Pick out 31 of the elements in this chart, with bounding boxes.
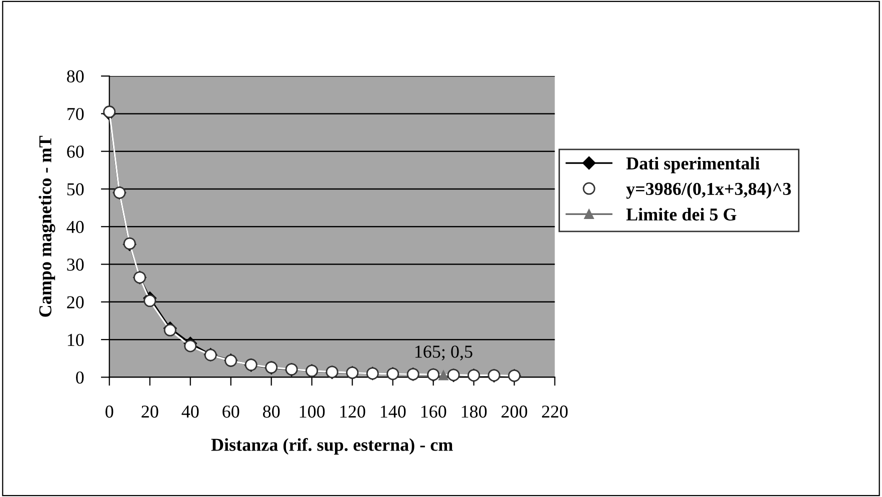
y-tick-label: 20 <box>67 296 84 308</box>
x-tick-label: 220 <box>542 406 568 418</box>
x-tick-label: 20 <box>142 406 158 418</box>
point <box>184 340 197 352</box>
data-label: 165; 0,5 <box>415 346 472 360</box>
legend-label: Dati sperimentali <box>626 156 760 174</box>
y-axis-title: Campo magnetico - mT <box>38 136 56 317</box>
x-tick-label: 120 <box>340 406 366 418</box>
x-axis-title: Distanza (rif. sup. esterna) - cm <box>211 438 453 455</box>
y-tick-label: 40 <box>66 220 84 234</box>
legend-label: y=3986/(0,1x+3,84)^3 <box>626 182 791 199</box>
y-tick-label: 60 <box>67 146 84 158</box>
x-tick-label: 0 <box>106 406 114 418</box>
x-tick-label: 60 <box>222 406 240 418</box>
x-tick-label: 180 <box>462 406 487 418</box>
y-tick-label: 70 <box>68 108 84 120</box>
y-tick-label: 30 <box>67 258 84 271</box>
point <box>164 324 176 336</box>
legend-label: Limite dei 5 G <box>626 208 736 221</box>
y-tick-label: 0 <box>76 371 84 384</box>
x-tick-label: 160 <box>421 406 446 418</box>
x-tick-label: 80 <box>262 406 280 418</box>
x-tick-label: 140 <box>380 406 406 418</box>
x-tick-label: 40 <box>182 406 199 418</box>
point <box>438 370 448 380</box>
point <box>144 294 156 308</box>
y-tick-label: 50 <box>67 183 84 196</box>
x-tick-label: 100 <box>300 406 325 418</box>
y-tick-label: 10 <box>68 334 84 346</box>
y-tick-label: 80 <box>67 70 84 82</box>
x-tick-label: 200 <box>502 406 528 418</box>
